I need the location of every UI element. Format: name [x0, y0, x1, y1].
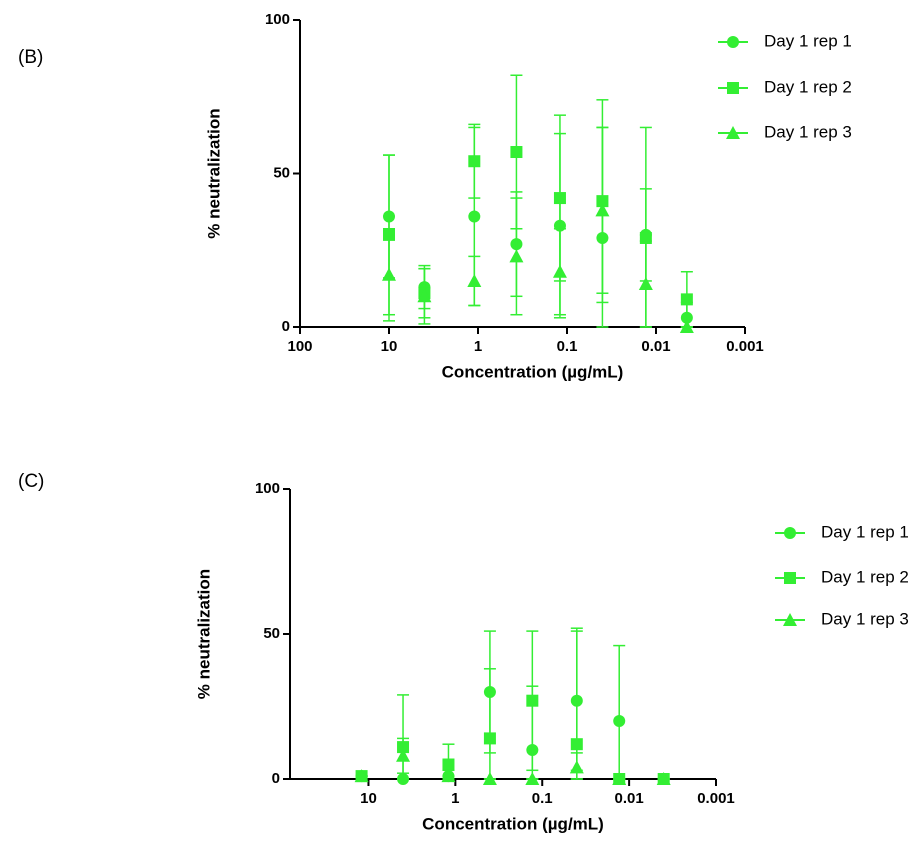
marker — [417, 289, 432, 303]
marker — [468, 155, 481, 168]
error-bar — [613, 644, 626, 780]
marker — [680, 293, 693, 306]
x-tick-label: 1 — [474, 338, 482, 355]
y-tick-label: 100 — [265, 11, 290, 28]
y-tick-label: 50 — [263, 625, 280, 642]
marker — [525, 772, 540, 785]
y-tick-label: 100 — [255, 480, 280, 497]
legend-label: Day 1 rep 2 — [821, 567, 909, 586]
marker — [354, 769, 369, 783]
x-tick-label: 0.01 — [615, 790, 644, 807]
legend-label: Day 1 rep 1 — [821, 522, 909, 541]
legend-marker — [783, 613, 797, 626]
legend-label: Day 1 rep 2 — [764, 77, 852, 96]
y-axis-title: % neutralization — [204, 108, 223, 238]
panel-label: (B) — [18, 47, 43, 68]
x-tick-label: 0.001 — [726, 338, 764, 355]
x-tick-label: 0.1 — [532, 790, 553, 807]
y-axis-title: % neutralization — [194, 569, 213, 699]
marker — [442, 758, 455, 771]
marker — [595, 203, 610, 217]
error-bar — [483, 668, 496, 780]
marker — [569, 760, 584, 774]
legend-marker — [784, 527, 796, 539]
x-tick-label: 0.01 — [641, 338, 670, 355]
x-tick-label: 100 — [287, 338, 312, 355]
legend-label: Day 1 rep 1 — [764, 31, 852, 50]
marker — [482, 772, 497, 785]
marker — [483, 732, 496, 745]
legend-marker — [784, 572, 796, 584]
marker — [526, 694, 539, 707]
marker — [679, 320, 694, 333]
marker — [656, 772, 671, 785]
marker — [382, 267, 396, 281]
x-tick-label: 0.1 — [557, 338, 578, 355]
marker — [553, 192, 566, 205]
panel-label: (C) — [18, 471, 44, 492]
marker — [510, 146, 523, 159]
marker — [396, 748, 411, 762]
legend-label: Day 1 rep 3 — [821, 609, 909, 628]
x-tick-label: 10 — [381, 338, 398, 355]
x-axis-title: Concentration (µg/mL) — [442, 362, 624, 381]
legend-marker — [727, 82, 739, 94]
x-axis-title: Concentration (µg/mL) — [422, 814, 604, 833]
x-tick-label: 0.001 — [697, 790, 735, 807]
marker — [570, 738, 583, 751]
y-tick-label: 0 — [272, 770, 280, 787]
legend-marker — [726, 126, 740, 139]
legend-marker — [727, 36, 739, 48]
marker — [441, 769, 456, 783]
x-tick-label: 1 — [451, 790, 459, 807]
x-tick-label: 10 — [360, 790, 377, 807]
marker — [613, 715, 626, 727]
y-tick-label: 50 — [273, 164, 290, 181]
marker — [552, 264, 567, 278]
marker — [467, 273, 482, 287]
marker — [612, 772, 627, 785]
marker — [638, 277, 653, 291]
y-tick-label: 0 — [282, 318, 290, 335]
marker — [509, 249, 524, 263]
marker — [468, 210, 481, 223]
legend-label: Day 1 rep 3 — [764, 122, 852, 141]
